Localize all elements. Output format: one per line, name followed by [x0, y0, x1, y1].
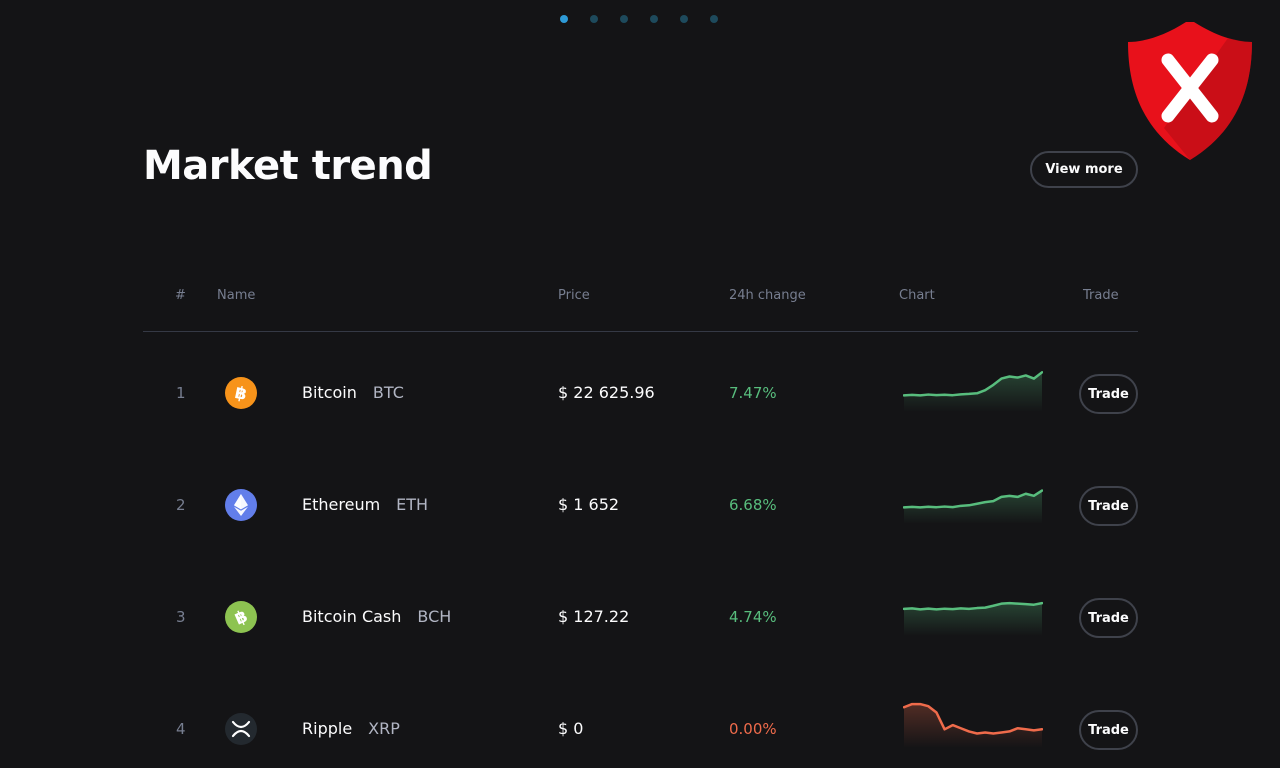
coin-price: $ 22 625.96: [558, 383, 655, 402]
sparkline-area: [904, 372, 1042, 412]
carousel-dot[interactable]: [620, 15, 628, 23]
sparkline-chart: [903, 601, 1043, 636]
table-header: # Name Price 24h change Chart Trade: [143, 272, 1138, 332]
coin-change: 7.47%: [729, 384, 777, 402]
carousel-dot[interactable]: [710, 15, 718, 23]
sparkline-line: [903, 702, 1043, 735]
coin-change: 6.68%: [729, 496, 777, 514]
column-header-chart: Chart: [899, 288, 935, 303]
page-title: Market trend: [143, 143, 433, 189]
carousel-dot[interactable]: [590, 15, 598, 23]
carousel-dot[interactable]: [680, 15, 688, 23]
coin-name: Bitcoin BTC: [302, 383, 404, 402]
column-header-name: Name: [217, 288, 256, 303]
sparkline-chart: [903, 489, 1043, 524]
coin-name-label: Ethereum: [302, 495, 381, 514]
row-rank: 2: [176, 496, 186, 514]
table-row[interactable]: 2 Ethereum ETH $ 1 652 6.68% Trade: [143, 444, 1138, 556]
coin-change: 4.74%: [729, 608, 777, 626]
column-header-price: Price: [558, 288, 590, 303]
trade-button[interactable]: Trade: [1079, 710, 1138, 750]
bitcoin-icon: ฿: [225, 377, 257, 409]
coin-name: Ethereum ETH: [302, 495, 428, 514]
sparkline-chart: [903, 371, 1043, 412]
sparkline-line: [903, 489, 1043, 509]
ripple-icon: [225, 713, 257, 745]
row-rank: 3: [176, 608, 186, 626]
coin-name-label: Ripple: [302, 719, 353, 738]
coin-price: $ 0: [558, 719, 584, 738]
carousel-dot[interactable]: [560, 15, 568, 23]
sparkline-line: [903, 371, 1043, 397]
column-header-rank: #: [175, 288, 186, 303]
coin-name: Bitcoin Cash BCH: [302, 607, 451, 626]
view-more-button[interactable]: View more: [1030, 151, 1138, 188]
shield-x-icon: [1128, 22, 1252, 160]
trade-button[interactable]: Trade: [1079, 486, 1138, 526]
ethereum-icon: [225, 489, 257, 521]
trade-button[interactable]: Trade: [1079, 374, 1138, 414]
trade-button[interactable]: Trade: [1079, 598, 1138, 638]
column-header-change: 24h change: [729, 288, 806, 303]
carousel-pagination: [560, 15, 718, 23]
row-rank: 4: [176, 720, 186, 738]
sparkline-area: [904, 490, 1042, 524]
coin-name: Ripple XRP: [302, 719, 400, 738]
coin-change: 0.00%: [729, 720, 777, 738]
coin-price: $ 127.22: [558, 607, 630, 626]
carousel-dot[interactable]: [650, 15, 658, 23]
sparkline-line: [903, 601, 1043, 611]
coin-price: $ 1 652: [558, 495, 620, 514]
coin-symbol: XRP: [368, 719, 400, 738]
svg-text:฿: ฿: [233, 383, 249, 405]
market-table: # Name Price 24h change Chart Trade 1 ฿ …: [143, 272, 1138, 768]
coin-symbol: ETH: [396, 495, 429, 514]
coin-name-label: Bitcoin: [302, 383, 357, 402]
table-row[interactable]: 1 ฿ Bitcoin BTC $ 22 625.96 7.47% Trade: [143, 332, 1138, 444]
table-row[interactable]: 4 Ripple XRP $ 0 0.00% Trade: [143, 668, 1138, 768]
coin-symbol: BTC: [372, 383, 404, 402]
sparkline-chart: [903, 702, 1043, 748]
bitcoin-cash-icon: ฿: [225, 601, 257, 633]
table-row[interactable]: 3 ฿ Bitcoin Cash BCH $ 127.22 4.74% Trade: [143, 556, 1138, 668]
sparkline-area: [904, 704, 1042, 748]
coin-symbol: BCH: [417, 607, 452, 626]
column-header-trade: Trade: [1083, 288, 1119, 303]
coin-name-label: Bitcoin Cash: [302, 607, 402, 626]
sparkline-area: [904, 603, 1042, 636]
row-rank: 1: [176, 384, 186, 402]
